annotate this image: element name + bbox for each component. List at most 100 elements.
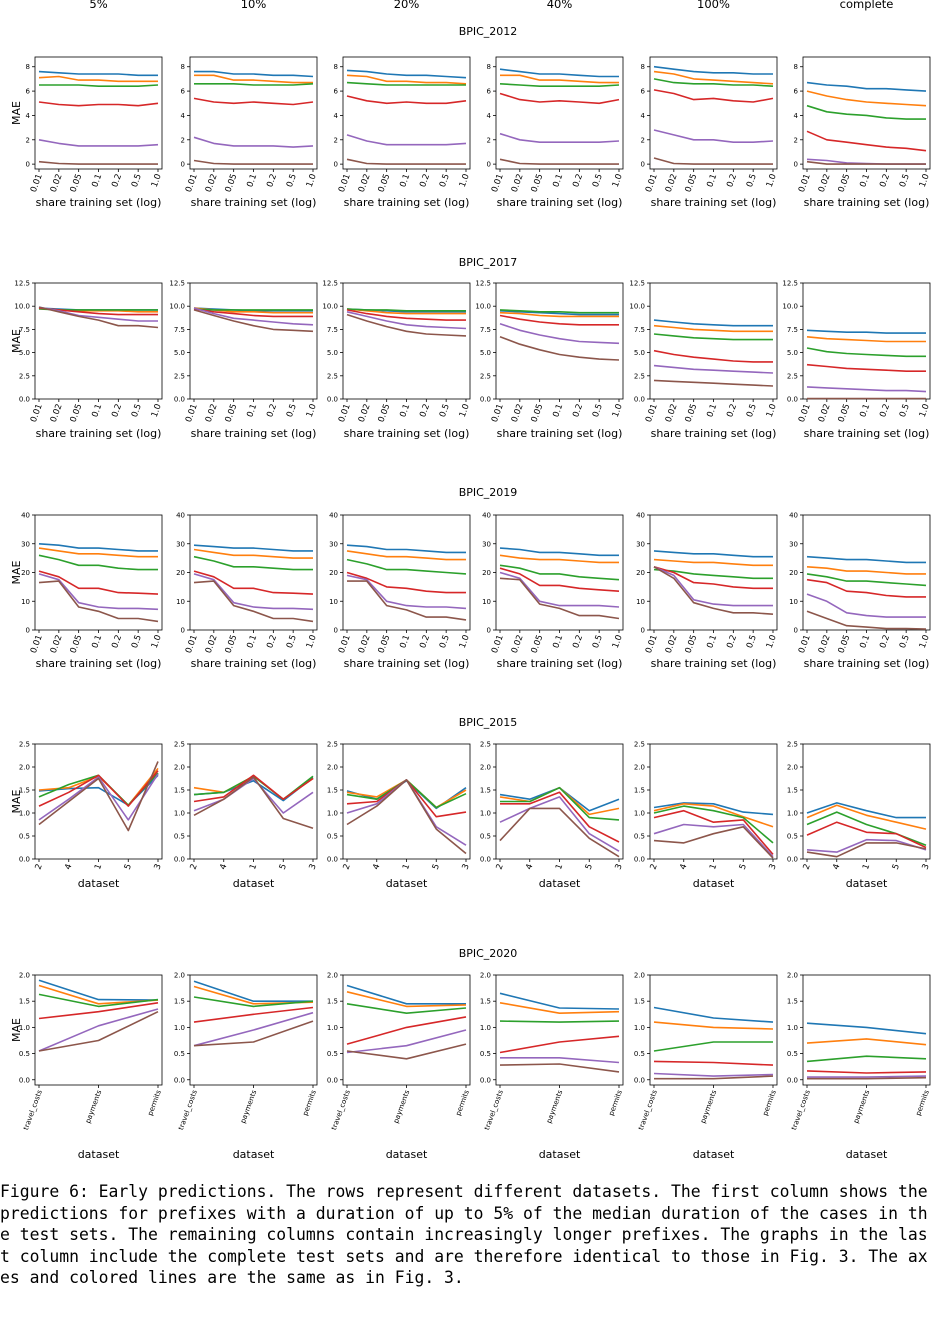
y-tick-label: 1.5 [787, 787, 798, 795]
x-tick-label: 0.05 [377, 403, 393, 424]
x-tick-label: 0.2 [725, 403, 739, 419]
series-line [653, 65, 773, 75]
y-tick-label: 1.0 [634, 810, 645, 818]
series-line [653, 157, 773, 165]
y-tick-label: 0.5 [19, 1050, 30, 1058]
series-line [806, 1038, 927, 1046]
series-line [806, 1070, 927, 1074]
series-line [499, 567, 620, 592]
y-tick-label: 4 [487, 112, 492, 120]
x-tick-label: payments [545, 1089, 565, 1125]
figure-caption: Figure 6: Early predictions. The rows re… [0, 1182, 928, 1288]
x-tick-label: 0.01 [490, 173, 506, 194]
x-tick-label: 0.02 [357, 403, 373, 424]
series-line [806, 90, 927, 107]
x-tick-label: 5 [123, 863, 134, 872]
x-tick-label: 2 [495, 863, 506, 872]
series-line [39, 84, 159, 87]
y-tick-label: 1.0 [19, 810, 30, 818]
series-line [653, 825, 774, 859]
series-line [38, 306, 158, 322]
x-tick-label: 3 [768, 863, 779, 872]
y-tick-label: 2.0 [480, 972, 491, 980]
y-tick-label: 1.0 [634, 1024, 645, 1032]
series-line [346, 309, 466, 321]
y-tick-label: 2.5 [327, 372, 338, 380]
x-axis-label: dataset [846, 1148, 888, 1161]
y-tick-label: 1.5 [174, 998, 185, 1006]
series-line [806, 842, 927, 858]
x-tick-label: 1 [554, 863, 565, 872]
series-line [193, 580, 314, 623]
y-tick-label: 2.5 [174, 741, 185, 749]
y-tick-label: 10 [636, 598, 645, 606]
x-tick-label: 0.02 [49, 634, 65, 655]
y-tick-label: 1.0 [174, 1024, 185, 1032]
x-tick-label: 0.5 [591, 173, 605, 189]
y-tick-label: 6 [794, 88, 799, 96]
y-tick-label: 6 [181, 88, 186, 96]
x-tick-label: 0.05 [530, 634, 546, 655]
y-tick-label: 0.0 [327, 856, 338, 864]
x-tick-label: 0.1 [90, 634, 104, 650]
x-tick-label: 0.05 [224, 173, 240, 194]
series-line [38, 306, 159, 329]
x-axis-label: share training set (log) [36, 427, 162, 440]
series-line [653, 1060, 774, 1066]
plot-frame [802, 514, 931, 631]
y-tick-label: 40 [329, 512, 338, 520]
series-line [346, 779, 467, 809]
x-tick-label: 5 [738, 863, 749, 872]
series-line [499, 132, 620, 143]
series-line [193, 1006, 314, 1023]
x-tick-label: 0.01 [797, 173, 813, 194]
x-tick-label: 0.5 [745, 403, 759, 419]
series-line [346, 1043, 467, 1060]
y-tick-label: 0.5 [480, 1050, 491, 1058]
x-tick-label: 0.5 [898, 403, 912, 419]
plot-frame [342, 974, 471, 1086]
y-tick-label: 0.5 [174, 833, 185, 841]
y-tick-label: 20 [636, 569, 645, 577]
x-tick-label: 0.02 [204, 634, 220, 655]
y-tick-label: 1.5 [327, 998, 338, 1006]
series-line [346, 544, 466, 554]
x-tick-label: 4 [218, 863, 229, 872]
series-line [346, 779, 467, 809]
y-tick-label: 2.5 [787, 741, 798, 749]
series-line [38, 573, 159, 611]
x-tick-label: 0.01 [29, 173, 45, 194]
x-tick-label: payments [699, 1089, 719, 1125]
y-tick-label: 0.0 [19, 1076, 30, 1084]
series-line [346, 1029, 467, 1054]
series-line [193, 308, 313, 311]
x-tick-label: 0.1 [858, 403, 872, 419]
x-tick-label: payments [84, 1089, 104, 1125]
y-tick-label: 1.5 [174, 787, 185, 795]
x-tick-label: permits [914, 1089, 931, 1117]
series-line [500, 791, 620, 843]
series-line [499, 158, 619, 165]
x-tick-label: 0.02 [510, 403, 526, 424]
y-tick-label: 0 [487, 627, 491, 635]
series-line [38, 767, 159, 807]
x-axis-label: share training set (log) [36, 657, 162, 670]
series-line [653, 364, 774, 374]
series-line [806, 336, 926, 343]
y-tick-label: 12.5 [782, 280, 798, 288]
x-tick-label: 1.0 [611, 634, 625, 650]
x-axis-label: dataset [539, 1148, 581, 1161]
y-tick-label: 2.0 [634, 972, 645, 980]
x-tick-label: 1.0 [765, 173, 779, 189]
y-tick-label: 10 [329, 598, 338, 606]
x-tick-label: 0.2 [878, 173, 892, 189]
series-line [346, 311, 467, 330]
plot-frame [34, 282, 163, 400]
x-axis-label: share training set (log) [344, 196, 470, 209]
y-tick-label: 1.0 [787, 810, 798, 818]
series-line [806, 566, 926, 575]
x-tick-label: 0.1 [398, 173, 412, 189]
y-tick-label: 5.0 [787, 349, 798, 357]
y-tick-label: 7.5 [480, 326, 491, 334]
x-tick-label: 0.2 [725, 634, 739, 650]
